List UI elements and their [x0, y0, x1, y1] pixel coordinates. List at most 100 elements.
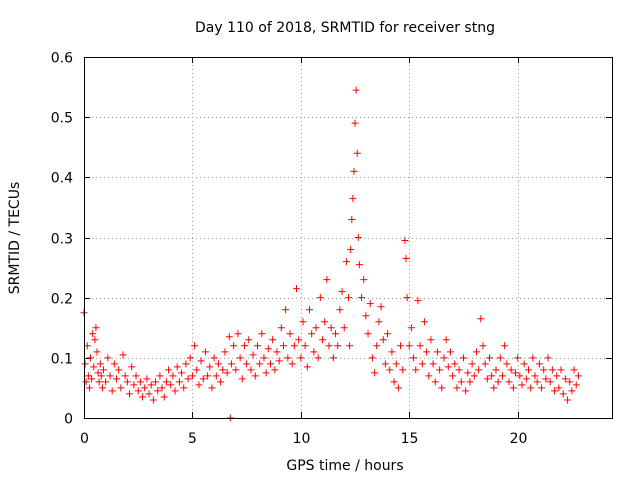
- data-point: [180, 384, 188, 392]
- data-point: [570, 366, 578, 374]
- data-point: [477, 315, 485, 323]
- data-point: [377, 303, 385, 311]
- data-point: [464, 369, 472, 377]
- data-point: [102, 378, 110, 386]
- data-point: [87, 354, 95, 362]
- data-point: [572, 381, 580, 389]
- data-point: [104, 354, 112, 362]
- x-tick-label: 20: [510, 431, 528, 447]
- data-point: [342, 258, 350, 266]
- data-point: [348, 215, 356, 223]
- data-point: [402, 255, 410, 263]
- data-point: [492, 366, 500, 374]
- data-point: [188, 372, 196, 380]
- data-point: [152, 378, 160, 386]
- data-point: [346, 342, 354, 350]
- data-point: [167, 381, 175, 389]
- data-point: [345, 294, 353, 302]
- data-point: [219, 366, 227, 374]
- data-point: [334, 342, 342, 350]
- data-point: [462, 387, 470, 395]
- data-point: [134, 387, 142, 395]
- data-point: [490, 384, 498, 392]
- data-point: [106, 372, 114, 380]
- data-point: [234, 330, 242, 338]
- data-point: [236, 354, 244, 362]
- data-point: [362, 312, 370, 320]
- data-point: [299, 318, 307, 326]
- data-point: [197, 357, 205, 365]
- data-point: [514, 354, 522, 362]
- data-point: [446, 348, 454, 356]
- data-point: [119, 351, 127, 359]
- data-point: [85, 384, 93, 392]
- y-axis-label: SRMTID / TECUs: [7, 182, 23, 295]
- data-point: [308, 330, 316, 338]
- data-point: [256, 360, 264, 368]
- data-point: [442, 336, 450, 344]
- data-point: [84, 372, 92, 380]
- data-point: [479, 342, 487, 350]
- data-point: [94, 369, 102, 377]
- data-point: [98, 384, 106, 392]
- data-point: [295, 336, 303, 344]
- data-point: [360, 276, 368, 284]
- data-point: [470, 372, 478, 380]
- data-point: [306, 306, 314, 314]
- data-point: [353, 149, 361, 157]
- data-point: [481, 360, 489, 368]
- data-point: [92, 324, 100, 332]
- data-point: [564, 396, 572, 404]
- data-point: [314, 354, 322, 362]
- data-point: [232, 366, 240, 374]
- data-point: [136, 378, 144, 386]
- data-point: [529, 354, 537, 362]
- data-point: [527, 384, 535, 392]
- data-point: [143, 375, 151, 383]
- data-point: [449, 372, 457, 380]
- data-point: [204, 372, 212, 380]
- data-point: [169, 372, 177, 380]
- data-point: [171, 387, 179, 395]
- data-point: [423, 348, 431, 356]
- data-point: [431, 378, 439, 386]
- data-point: [93, 348, 101, 356]
- data-point: [147, 381, 155, 389]
- data-point: [507, 366, 515, 374]
- data-point: [145, 390, 153, 398]
- data-point: [544, 354, 552, 362]
- data-point: [297, 354, 305, 362]
- data-point: [384, 330, 392, 338]
- data-point: [195, 381, 203, 389]
- data-point: [130, 381, 138, 389]
- data-point: [212, 372, 220, 380]
- y-tick-label: 0.2: [51, 292, 73, 308]
- data-point: [472, 348, 480, 356]
- data-point: [260, 354, 268, 362]
- data-point: [310, 348, 318, 356]
- data-point: [117, 384, 125, 392]
- data-point: [113, 375, 121, 383]
- y-tick-label: 0.5: [51, 111, 73, 127]
- data-point: [329, 354, 337, 362]
- data-point: [139, 393, 147, 401]
- data-point: [201, 348, 209, 356]
- data-point: [249, 351, 257, 359]
- data-point: [90, 363, 98, 371]
- data-point: [264, 345, 272, 353]
- data-point: [245, 336, 253, 344]
- data-points: [80, 86, 582, 422]
- data-point: [516, 372, 524, 380]
- data-point: [323, 276, 331, 284]
- data-point: [399, 366, 407, 374]
- y-tick-label: 0.4: [51, 171, 73, 187]
- data-point: [546, 378, 554, 386]
- data-point: [350, 167, 358, 175]
- data-point: [178, 369, 186, 377]
- data-point: [165, 366, 173, 374]
- data-point: [494, 378, 502, 386]
- data-point: [175, 378, 183, 386]
- data-point: [457, 378, 465, 386]
- data-point: [332, 330, 340, 338]
- chart-title: Day 110 of 2018, SRMTID for receiver stn…: [195, 20, 495, 36]
